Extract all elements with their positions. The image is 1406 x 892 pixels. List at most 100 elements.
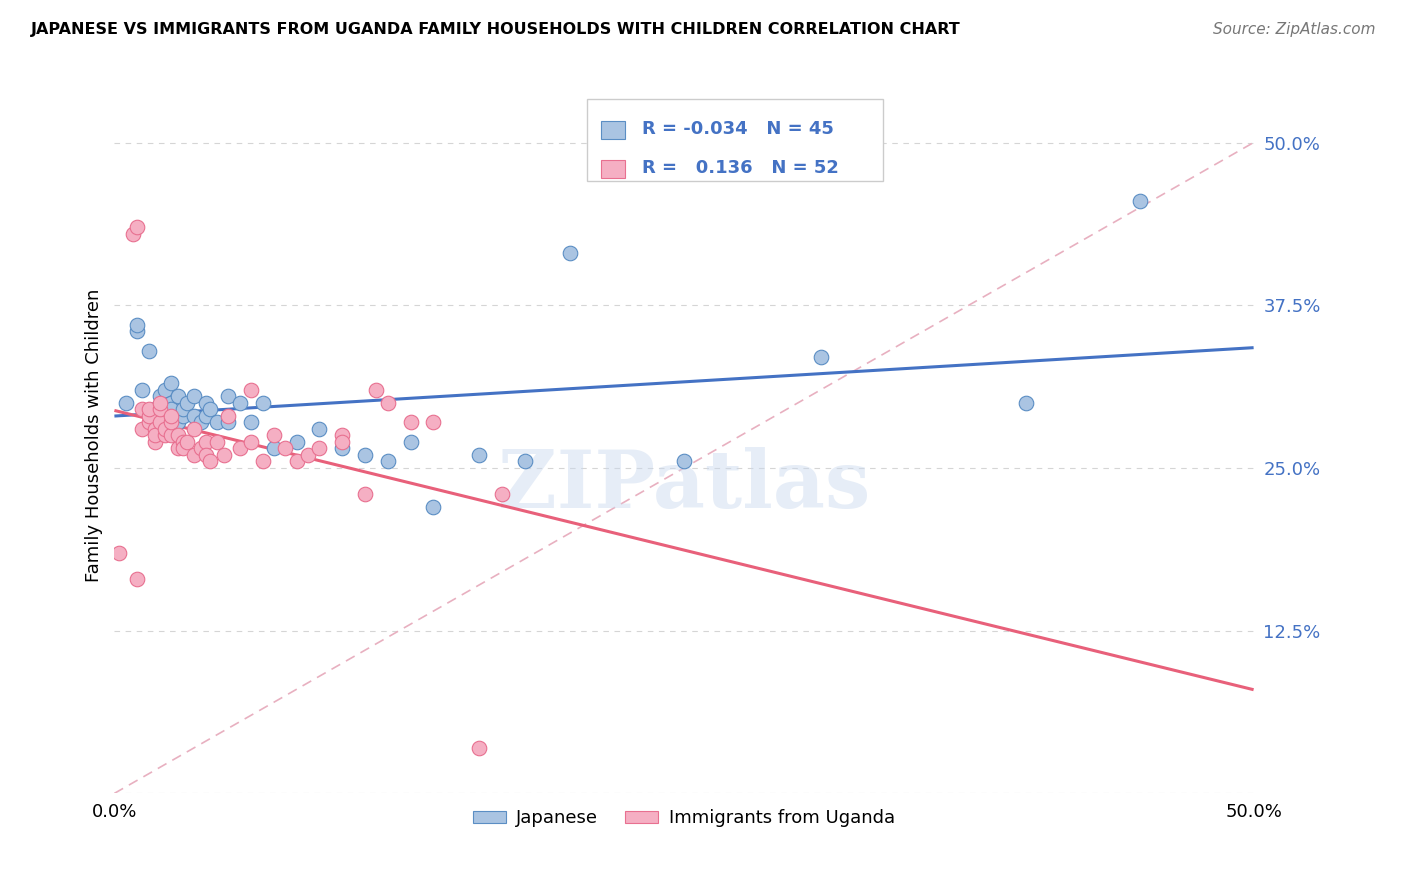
Point (138, 402, 160, 417)
Text: R = -0.034   N = 45: R = -0.034 N = 45 (643, 120, 834, 138)
Point (160, 396, 183, 410)
Point (285, 434, 308, 449)
Point (145, 428, 167, 442)
Point (274, 442, 297, 456)
Point (121, 227, 143, 241)
Point (354, 487, 377, 501)
Text: ZIPatlas: ZIPatlas (498, 447, 870, 524)
FancyBboxPatch shape (600, 160, 626, 178)
Point (228, 442, 250, 456)
Point (366, 383, 388, 397)
Point (190, 416, 212, 430)
Point (252, 454, 274, 468)
Point (149, 409, 172, 423)
Point (176, 396, 198, 410)
Point (167, 428, 190, 442)
Point (167, 442, 190, 456)
Point (172, 434, 194, 449)
Point (167, 416, 190, 430)
Point (138, 416, 160, 430)
Point (491, 487, 513, 501)
Point (399, 416, 422, 430)
Point (131, 422, 153, 436)
Point (153, 422, 176, 436)
Point (194, 396, 217, 410)
Point (672, 454, 695, 468)
Point (810, 351, 832, 365)
Point (145, 422, 167, 436)
Point (149, 389, 172, 403)
Point (205, 434, 228, 449)
Point (149, 402, 172, 417)
Point (468, 448, 491, 462)
Point (160, 416, 183, 430)
Point (183, 389, 205, 403)
Point (183, 422, 205, 436)
Y-axis label: Family Households with Children: Family Households with Children (86, 289, 103, 582)
Point (308, 442, 330, 456)
Point (377, 454, 399, 468)
Point (422, 500, 444, 514)
Point (127, 572, 149, 586)
Point (212, 448, 235, 462)
Point (190, 442, 212, 456)
Point (131, 383, 153, 397)
Point (153, 396, 176, 410)
Point (399, 434, 422, 449)
Point (377, 396, 399, 410)
Point (263, 442, 285, 456)
Point (468, 740, 491, 755)
Point (308, 422, 330, 436)
Point (240, 416, 263, 430)
Point (194, 409, 217, 423)
Text: Source: ZipAtlas.com: Source: ZipAtlas.com (1212, 22, 1375, 37)
Point (297, 448, 319, 462)
Point (240, 434, 263, 449)
Point (153, 383, 176, 397)
Point (172, 409, 194, 423)
Point (108, 545, 131, 559)
Point (160, 428, 183, 442)
Point (127, 220, 149, 235)
Point (149, 416, 172, 430)
Point (513, 454, 536, 468)
Point (240, 383, 263, 397)
Point (145, 402, 167, 417)
Point (354, 448, 377, 462)
Point (114, 396, 136, 410)
Point (167, 389, 190, 403)
Point (160, 409, 183, 423)
Point (176, 434, 198, 449)
Point (153, 428, 176, 442)
Point (228, 396, 250, 410)
Point (330, 428, 353, 442)
Point (558, 246, 581, 260)
Point (198, 454, 221, 468)
Point (183, 409, 205, 423)
Point (127, 318, 149, 332)
Text: JAPANESE VS IMMIGRANTS FROM UGANDA FAMILY HOUSEHOLDS WITH CHILDREN CORRELATION C: JAPANESE VS IMMIGRANTS FROM UGANDA FAMIL… (31, 22, 960, 37)
Point (160, 376, 183, 391)
Point (194, 448, 217, 462)
Point (172, 402, 194, 417)
Point (1129, 194, 1152, 208)
Point (183, 448, 205, 462)
Point (263, 428, 285, 442)
Point (138, 409, 160, 423)
Point (330, 434, 353, 449)
Text: R =   0.136   N = 52: R = 0.136 N = 52 (643, 159, 839, 177)
Point (422, 416, 444, 430)
FancyBboxPatch shape (600, 121, 626, 139)
Point (285, 454, 308, 468)
Point (1015, 396, 1038, 410)
Point (138, 343, 160, 358)
Point (217, 416, 239, 430)
Point (160, 402, 183, 417)
Point (172, 442, 194, 456)
FancyBboxPatch shape (588, 99, 883, 181)
Point (330, 442, 353, 456)
Point (145, 434, 167, 449)
Point (252, 396, 274, 410)
Point (205, 416, 228, 430)
Point (217, 389, 239, 403)
